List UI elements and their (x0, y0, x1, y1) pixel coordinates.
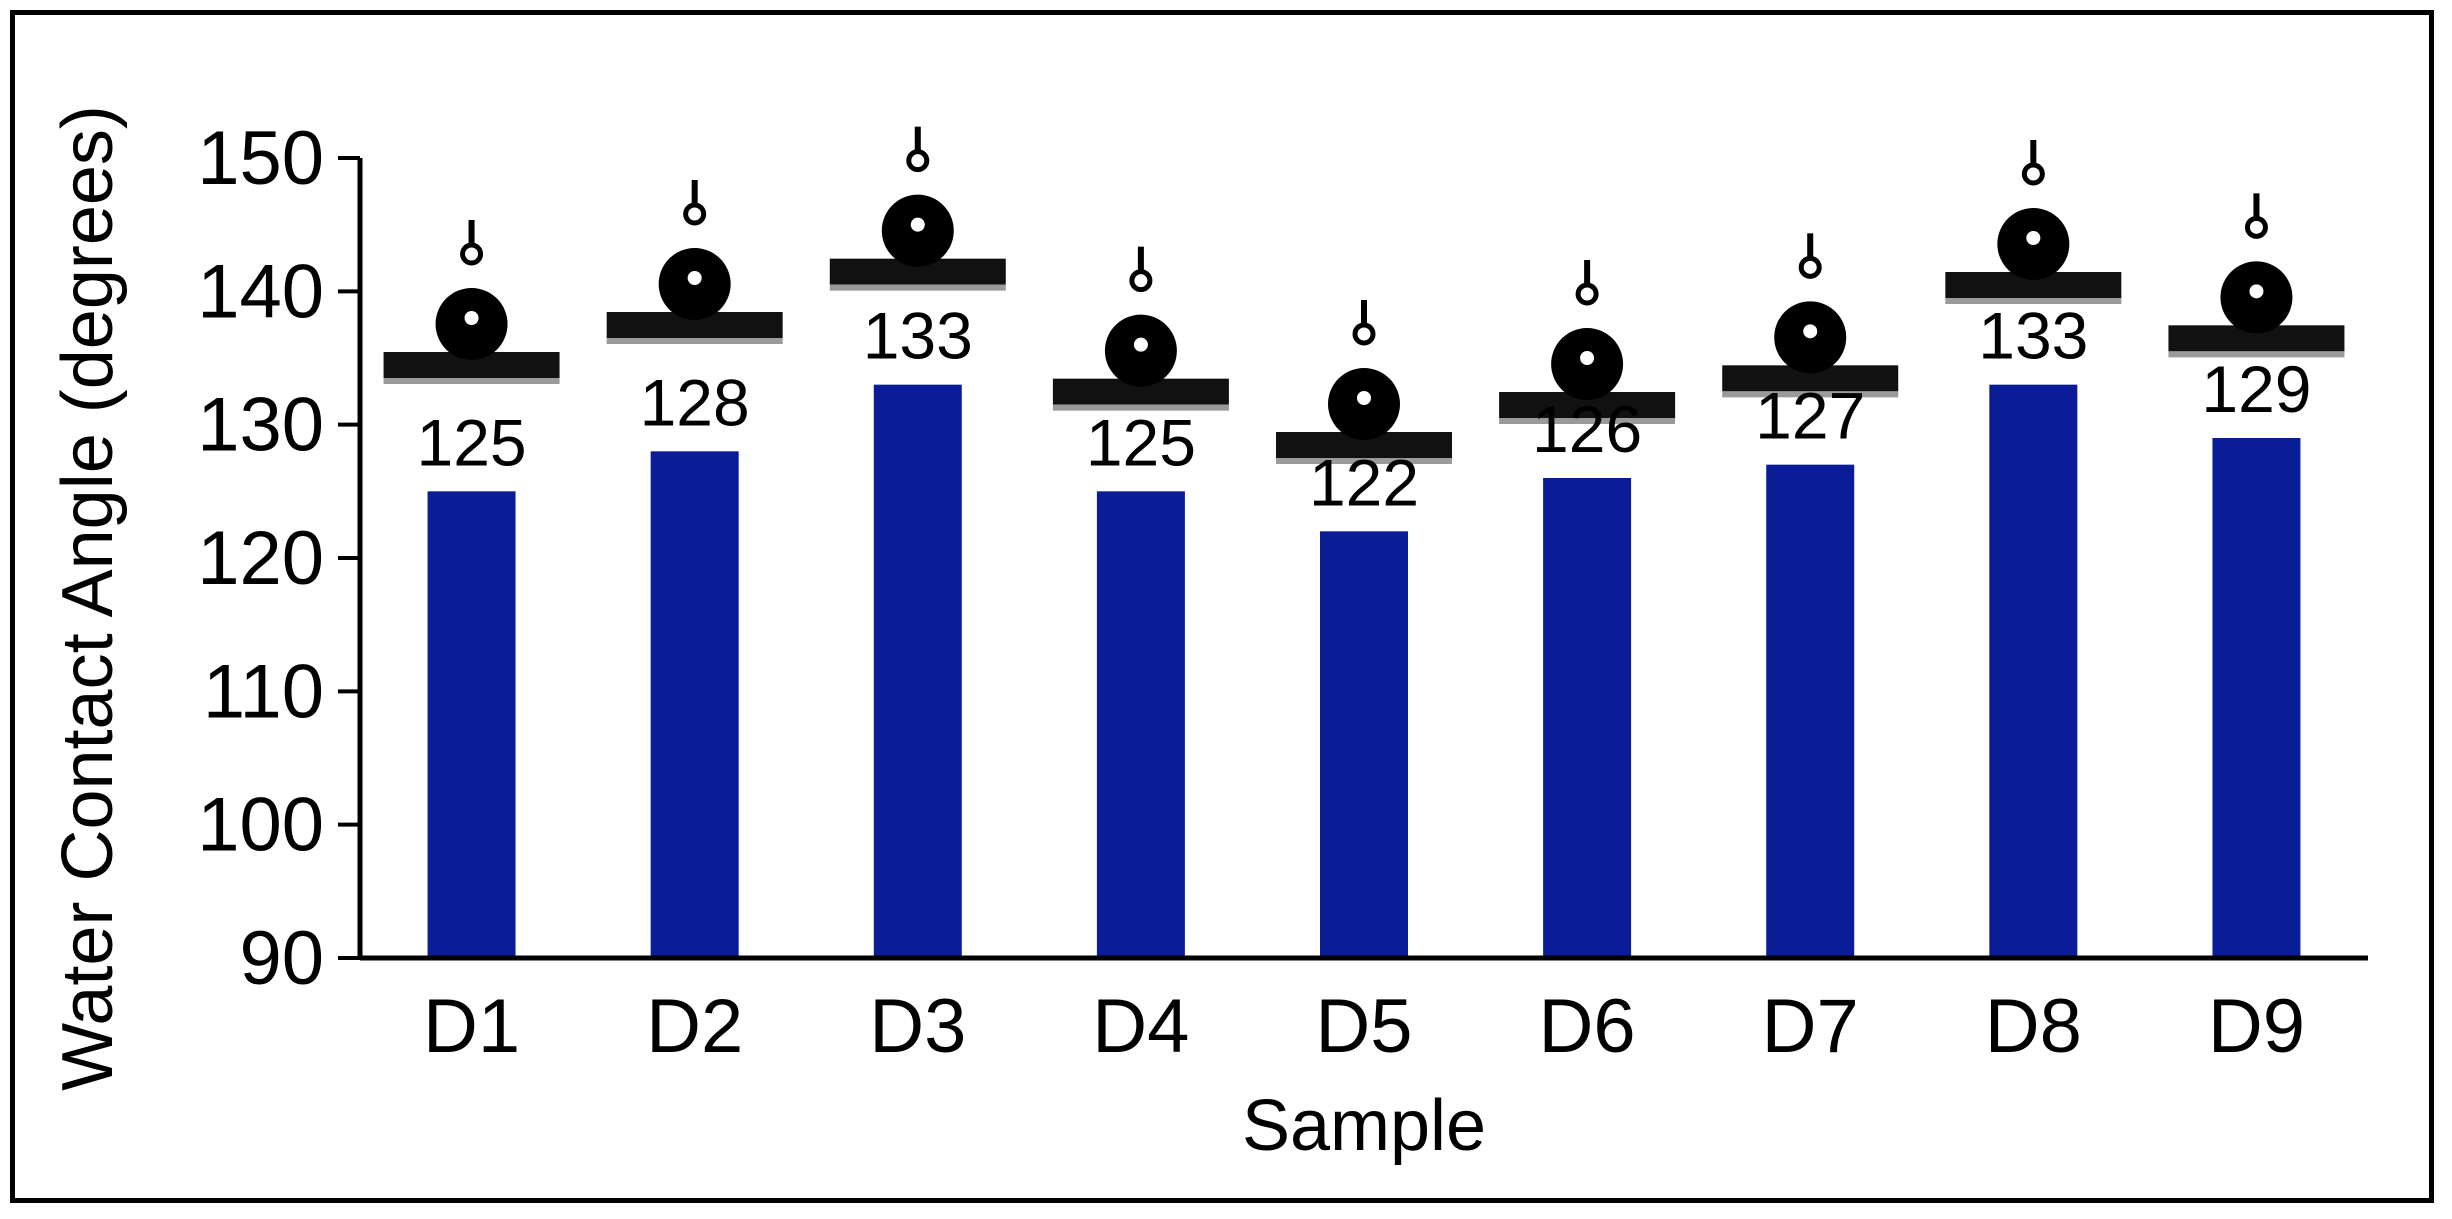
droplet-image-d3 (829, 126, 1006, 291)
x-axis-title: Sample (1242, 1086, 1486, 1166)
droplet-image-d7 (1722, 233, 1899, 398)
data-label-d8: 133 (1978, 299, 2088, 373)
substrate-reflection-shape (1499, 418, 1676, 424)
data-label-d1: 125 (416, 405, 526, 479)
y-tick-label: 130 (197, 383, 324, 468)
droplet-highlight-shape (2026, 231, 2041, 245)
x-tick-label-d7: D7 (1762, 984, 1859, 1069)
substrate-reflection-shape (1722, 391, 1899, 398)
needle-drop-shape (2244, 215, 2268, 239)
needle-drop-shape (683, 202, 707, 226)
data-label-d3: 133 (863, 299, 973, 373)
droplet-highlight-shape (1580, 351, 1595, 365)
data-label-d2: 128 (640, 365, 750, 439)
bar-d7 (1766, 464, 1855, 958)
bar-d3 (873, 384, 962, 959)
x-tick-label-d1: D1 (423, 984, 520, 1069)
data-label-d9: 129 (2201, 352, 2311, 426)
substrate-reflection-shape (1276, 458, 1452, 464)
y-tick-label: 120 (197, 516, 324, 601)
needle-drop-shape (1352, 322, 1376, 346)
y-tick-label: 90 (239, 916, 324, 1001)
data-label-d7: 127 (1755, 379, 1865, 453)
substrate-reflection-shape (2168, 351, 2345, 358)
x-tick-label-d9: D9 (2208, 984, 2305, 1069)
substrate-reflection-shape (1945, 298, 2122, 304)
x-tick-label-d5: D5 (1315, 984, 1412, 1069)
bar-d9 (2212, 438, 2301, 958)
substrate-reflection-shape (829, 284, 1006, 291)
bar-d4 (1096, 491, 1185, 958)
bars (427, 384, 2301, 959)
y-tick-label: 140 (197, 249, 324, 334)
needle-drop-shape (1575, 282, 1599, 306)
droplet-image-d4 (1052, 246, 1229, 411)
y-tick-label: 150 (197, 116, 324, 201)
y-tick-label: 100 (197, 783, 324, 868)
data-label-d4: 125 (1086, 405, 1196, 479)
needle-drop-shape (906, 149, 930, 173)
droplet-image-d8 (1945, 140, 2122, 304)
droplet-image-d9 (2168, 193, 2345, 358)
bar-d6 (1543, 478, 1632, 958)
x-tick-label-d4: D4 (1092, 984, 1189, 1069)
droplet-image-d6 (1499, 260, 1676, 424)
substrate-reflection-shape (1052, 404, 1229, 411)
droplet-image-d2 (606, 180, 783, 344)
substrate-reflection-shape (383, 378, 560, 384)
droplet-highlight-shape (1803, 324, 1818, 339)
needle-drop-shape (2021, 162, 2045, 186)
needle-shape (2030, 140, 2037, 166)
droplet-highlight-shape (687, 271, 702, 285)
substrate-reflection-shape (606, 338, 783, 344)
x-tick-label-d3: D3 (869, 984, 966, 1069)
droplet-highlight-shape (464, 311, 479, 325)
needle-shape (1807, 233, 1814, 260)
x-tick-label-d8: D8 (1985, 984, 2082, 1069)
bar-d1 (427, 491, 516, 958)
x-tick-label-d6: D6 (1539, 984, 1636, 1069)
y-tick-label: 110 (203, 649, 324, 734)
bar-d5 (1320, 531, 1408, 958)
needle-shape (1137, 246, 1144, 273)
droplet-highlight-shape (2249, 284, 2264, 299)
needle-shape (468, 220, 475, 246)
y-axis-title: Water Contact Angle (degrees) (48, 105, 128, 1091)
needle-drop-shape (1129, 269, 1153, 293)
x-tick-labels: D1 D2 D3 D4 D5 D6 D7 D8 D9 (423, 984, 2305, 1069)
bar-d8 (1989, 384, 2078, 959)
droplet-highlight-shape (1357, 391, 1371, 405)
data-label-d5: 122 (1309, 445, 1419, 519)
needle-drop-shape (460, 242, 484, 266)
bar-d2 (650, 451, 739, 958)
x-tick-label-d2: D2 (646, 984, 743, 1069)
droplet-image-d5 (1276, 300, 1452, 464)
needle-shape (1584, 260, 1591, 286)
droplet-highlight-shape (1133, 337, 1148, 352)
needle-shape (2253, 193, 2260, 220)
droplet-insets (383, 126, 2345, 464)
data-label-d6: 126 (1532, 392, 1642, 466)
data-labels: 125 128 133 125 122 126 127 133 129 (416, 299, 2311, 520)
y-ticks: 90 100 110 120 130 140 150 (197, 116, 360, 1001)
droplet-image-d1 (383, 220, 560, 384)
needle-shape (914, 126, 921, 153)
needle-drop-shape (1798, 255, 1822, 279)
droplet-highlight-shape (910, 217, 925, 232)
needle-shape (1361, 300, 1367, 326)
needle-shape (691, 180, 698, 206)
